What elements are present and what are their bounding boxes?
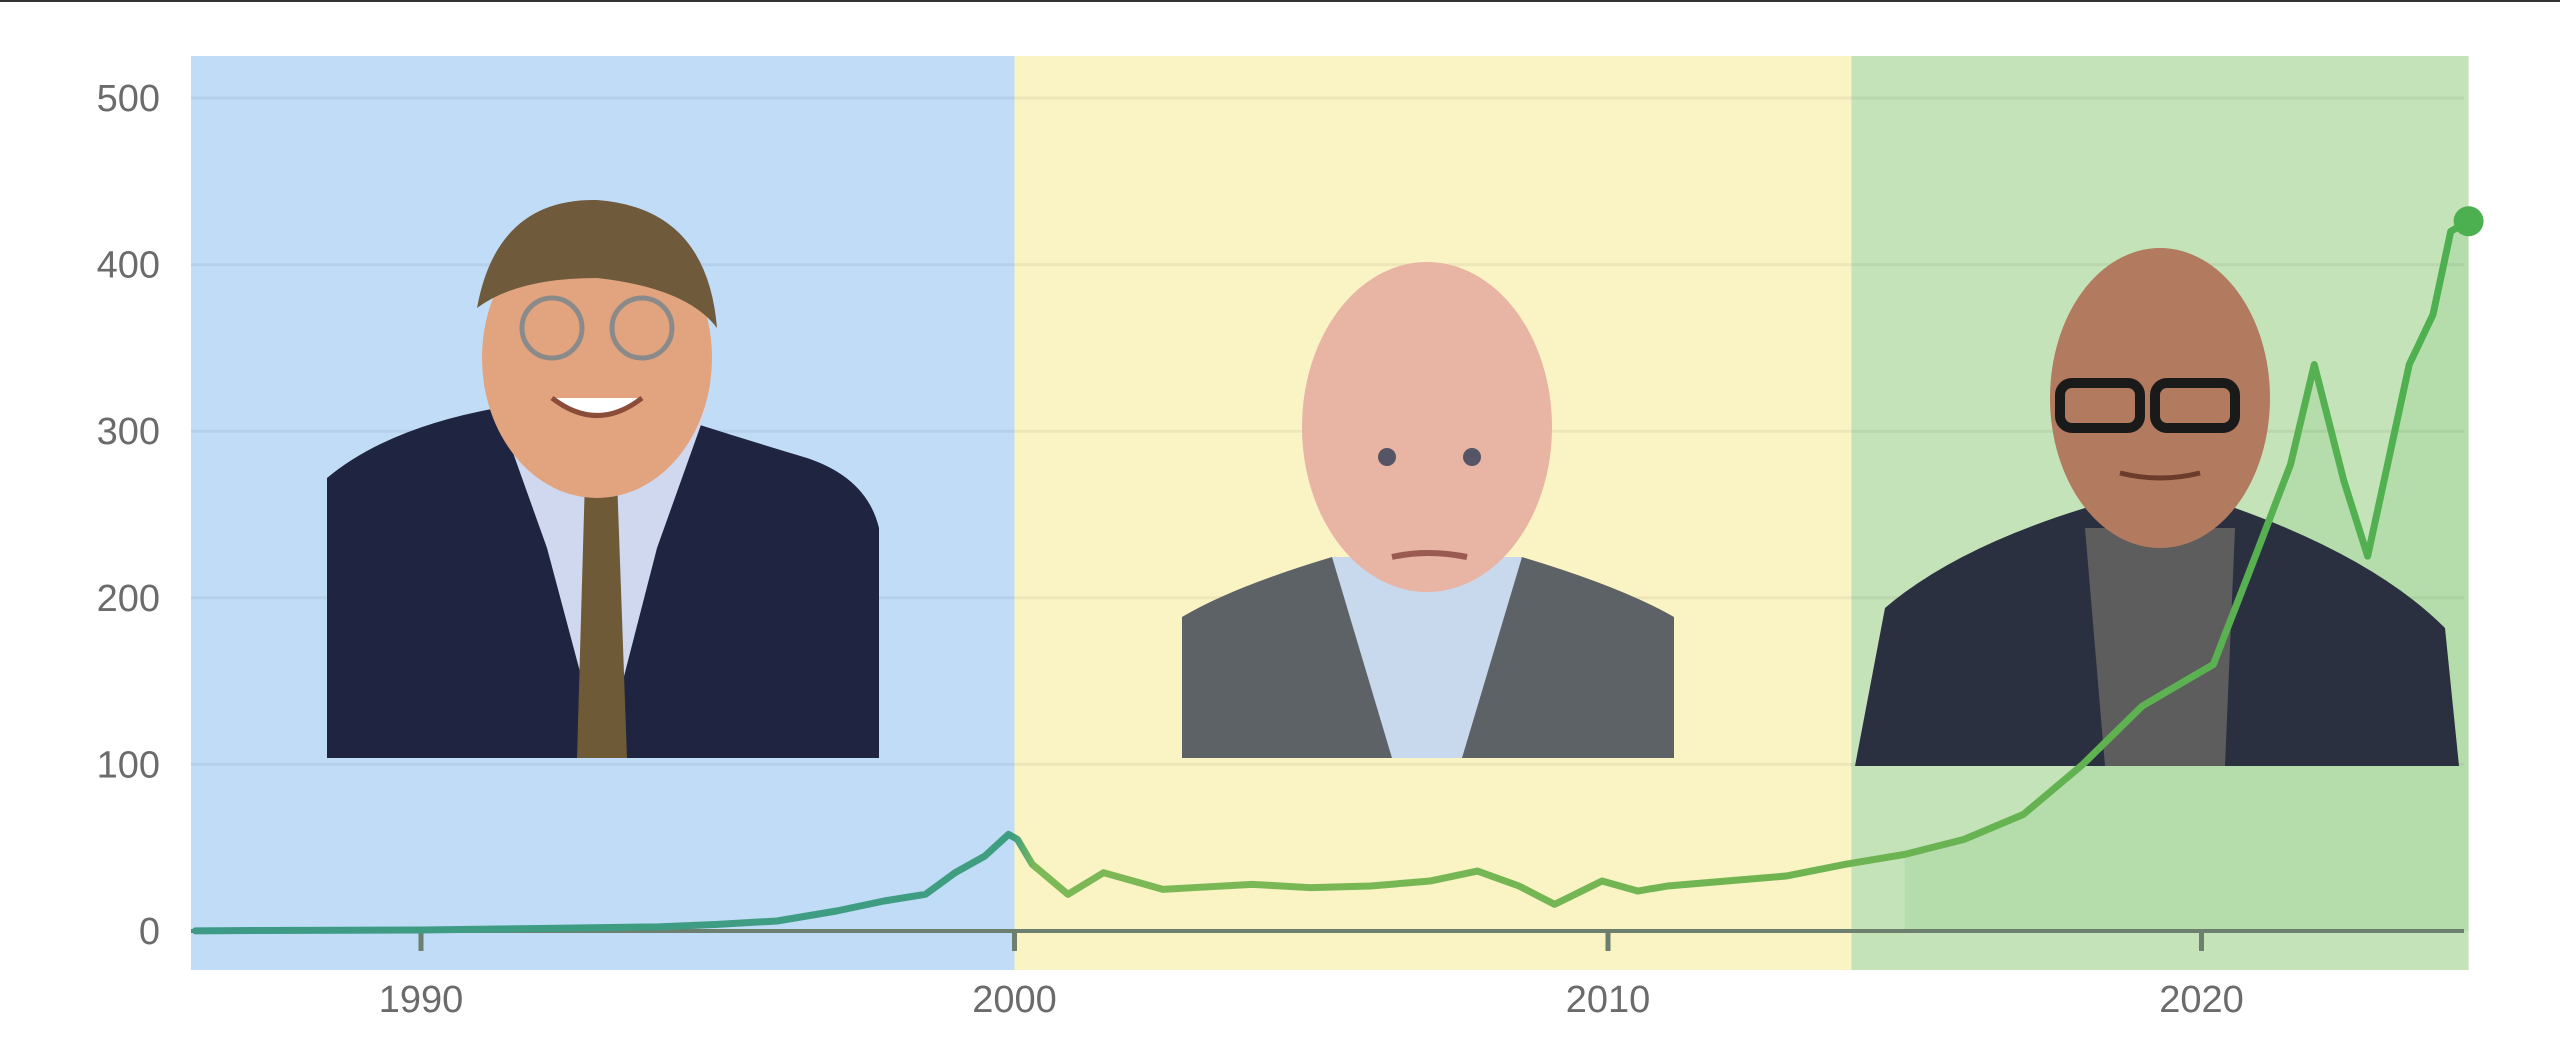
portrait-bill-gates	[327, 199, 879, 758]
portrait-steve-ballmer	[1182, 262, 1674, 758]
y-tick-label: 500	[97, 78, 160, 120]
y-tick-label: 400	[97, 245, 160, 287]
top-border	[0, 0, 2560, 2]
y-tick-label: 200	[97, 578, 160, 620]
portrait-satya-nadella	[1855, 248, 2459, 766]
x-tick-label: 2010	[1566, 979, 1651, 1021]
x-tick-label: 2000	[972, 979, 1057, 1021]
y-tick-label: 0	[139, 911, 160, 953]
y-tick-label: 300	[97, 411, 160, 453]
price-line	[191, 217, 2473, 935]
x-tick-label: 2020	[2159, 979, 2244, 1021]
y-tick-label: 100	[97, 744, 160, 786]
last-point-marker	[2453, 206, 2484, 237]
x-tick-label: 1990	[379, 979, 464, 1021]
